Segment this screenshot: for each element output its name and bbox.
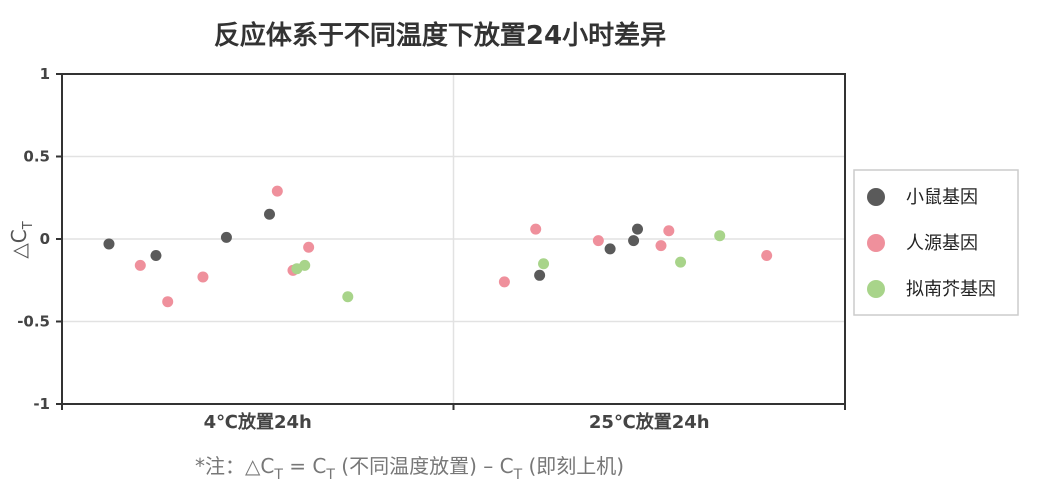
data-point (162, 296, 174, 308)
footnote-part: *注：△C (195, 454, 274, 478)
footnote-sub: T (513, 467, 523, 483)
data-point (103, 238, 115, 250)
chart-title: 反应体系于不同温度下放置24小时差异 (214, 20, 666, 51)
data-point (663, 225, 675, 237)
x-tick-labels: 4℃放置24h 25℃放置24h (204, 411, 710, 433)
legend-marker (867, 280, 885, 298)
legend-marker (867, 188, 885, 206)
footnote-part: (即刻上机) (522, 454, 624, 478)
data-point (271, 185, 283, 197)
y-tick-label: 0.5 (23, 148, 50, 166)
footnote-part: = C (283, 454, 326, 478)
data-point (604, 243, 616, 255)
axes (56, 73, 846, 410)
data-point (592, 235, 604, 247)
data-point (303, 241, 315, 253)
y-tick-label: 0 (40, 230, 50, 248)
x-tick-label: 4℃放置24h (204, 411, 312, 433)
legend-label: 人源基因 (906, 233, 978, 254)
data-point (714, 230, 726, 242)
x-tick-label: 25℃放置24h (589, 411, 710, 433)
data-point (632, 223, 644, 235)
data-point (498, 276, 510, 288)
data-point (197, 271, 209, 283)
data-points (103, 185, 773, 308)
data-point (538, 258, 550, 270)
y-tick-label: 1 (40, 65, 50, 83)
footnote-sub: T (273, 467, 283, 483)
data-point (530, 223, 542, 235)
data-point (342, 291, 354, 303)
data-point (299, 259, 311, 271)
data-point (150, 250, 162, 261)
data-point (134, 259, 146, 271)
legend-label: 小鼠基因 (906, 187, 978, 208)
data-point (655, 240, 667, 252)
y-axis-label-sub: T (21, 221, 36, 230)
y-tick-label: -1 (33, 395, 50, 413)
legend-label: 拟南芥基因 (906, 279, 996, 300)
y-tick-labels: 1 0.5 0 -0.5 -1 (17, 65, 50, 413)
data-point (761, 250, 773, 261)
legend-marker (867, 234, 885, 252)
y-tick-label: -0.5 (17, 313, 50, 331)
data-point (263, 208, 275, 220)
y-axis-label-main: △C (7, 229, 31, 258)
footnote: *注：△CT = CT (不同温度放置) – CT (即刻上机) (195, 454, 624, 483)
data-point (220, 231, 232, 243)
footnote-part: (不同温度放置) – C (335, 454, 514, 478)
footnote-sub: T (325, 467, 335, 483)
data-point (675, 256, 687, 268)
y-axis-label: △CT (7, 221, 36, 258)
grid (62, 74, 845, 404)
data-point (534, 269, 546, 281)
data-point (628, 235, 640, 247)
